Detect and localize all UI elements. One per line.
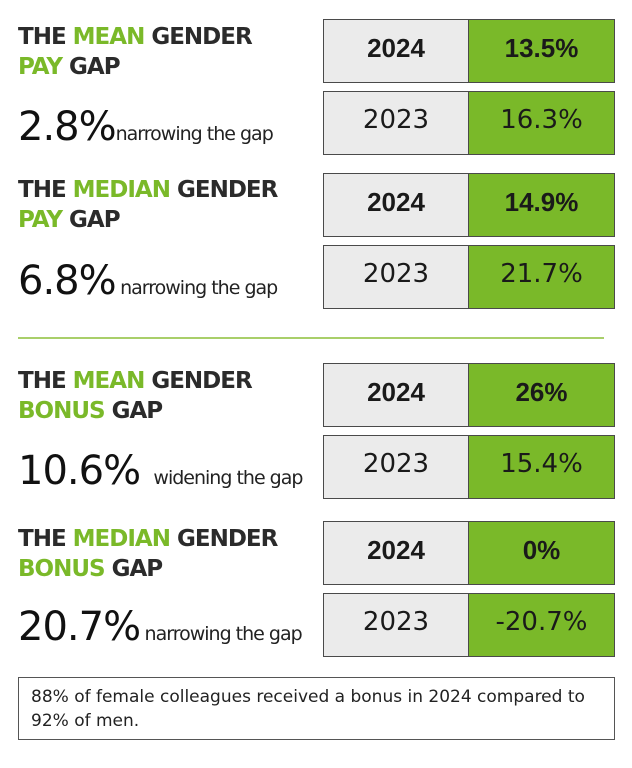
mean-pay-gap-2024-row: 2024 13.5% <box>323 19 615 83</box>
title-word: GENDER <box>177 526 278 552</box>
title-highlight: MEAN <box>72 24 146 50</box>
value-cell: -20.7% <box>469 593 615 657</box>
median-bonus-gap-2023-row: 2023 -20.7% <box>323 593 615 657</box>
mean-pay-gap-title: THE MEAN GENDER PAY GAP <box>18 22 253 82</box>
year-cell: 2024 <box>323 363 469 427</box>
median-bonus-gap-2024-row: 2024 0% <box>323 521 615 585</box>
value-cell: 16.3% <box>469 91 615 155</box>
year-cell: 2023 <box>323 245 469 309</box>
year-cell: 2023 <box>323 435 469 499</box>
median-bonus-gap-change: 20.7% narrowing the gap <box>18 604 303 650</box>
median-pay-gap-change: 6.8% narrowing the gap <box>18 258 278 304</box>
title-word: THE <box>18 24 67 50</box>
change-value: 2.8% <box>18 104 117 150</box>
title-highlight: PAY <box>18 54 63 80</box>
median-pay-gap-2024-row: 2024 14.9% <box>323 173 615 237</box>
change-value: 20.7% <box>18 604 141 650</box>
title-word: THE <box>18 177 67 203</box>
change-text: widening the gap <box>153 467 303 489</box>
title-word: GENDER <box>151 368 252 394</box>
year-cell: 2024 <box>323 521 469 585</box>
value-cell: 0% <box>469 521 615 585</box>
title-word: THE <box>18 368 67 394</box>
mean-pay-gap-2023-row: 2023 16.3% <box>323 91 615 155</box>
change-value: 6.8% <box>18 258 117 304</box>
bonus-recipients-note: 88% of female colleagues received a bonu… <box>18 677 615 740</box>
median-pay-gap-2023-row: 2023 21.7% <box>323 245 615 309</box>
title-highlight: BONUS <box>18 556 106 582</box>
value-cell: 14.9% <box>469 173 615 237</box>
mean-bonus-gap-change: 10.6% widening the gap <box>18 448 303 494</box>
year-cell: 2023 <box>323 91 469 155</box>
value-cell: 21.7% <box>469 245 615 309</box>
title-word: THE <box>18 526 67 552</box>
median-pay-gap-title: THE MEDIAN GENDER PAY GAP <box>18 175 278 235</box>
mean-bonus-gap-title: THE MEAN GENDER BONUS GAP <box>18 366 253 426</box>
change-text: narrowing the gap <box>144 623 303 645</box>
title-highlight: PAY <box>18 207 63 233</box>
year-cell: 2024 <box>323 173 469 237</box>
mean-pay-gap-change: 2.8%narrowing the gap <box>18 104 274 150</box>
title-word: GENDER <box>177 177 278 203</box>
title-word: GAP <box>111 398 164 424</box>
median-bonus-gap-title: THE MEDIAN GENDER BONUS GAP <box>18 524 278 584</box>
title-highlight: MEDIAN <box>72 177 171 203</box>
value-cell: 13.5% <box>469 19 615 83</box>
change-text: narrowing the gap <box>120 277 278 299</box>
value-cell: 26% <box>469 363 615 427</box>
section-divider <box>18 337 604 339</box>
title-highlight: BONUS <box>18 398 106 424</box>
change-text: narrowing the gap <box>115 123 274 145</box>
value-cell: 15.4% <box>469 435 615 499</box>
year-cell: 2023 <box>323 593 469 657</box>
title-word: GAP <box>69 207 121 233</box>
title-highlight: MEAN <box>72 368 146 394</box>
title-word: GENDER <box>151 24 252 50</box>
title-word: GAP <box>69 54 121 80</box>
title-word: GAP <box>111 556 164 582</box>
mean-bonus-gap-2023-row: 2023 15.4% <box>323 435 615 499</box>
title-highlight: MEDIAN <box>72 526 171 552</box>
change-value: 10.6% <box>18 448 141 494</box>
mean-bonus-gap-2024-row: 2024 26% <box>323 363 615 427</box>
year-cell: 2024 <box>323 19 469 83</box>
